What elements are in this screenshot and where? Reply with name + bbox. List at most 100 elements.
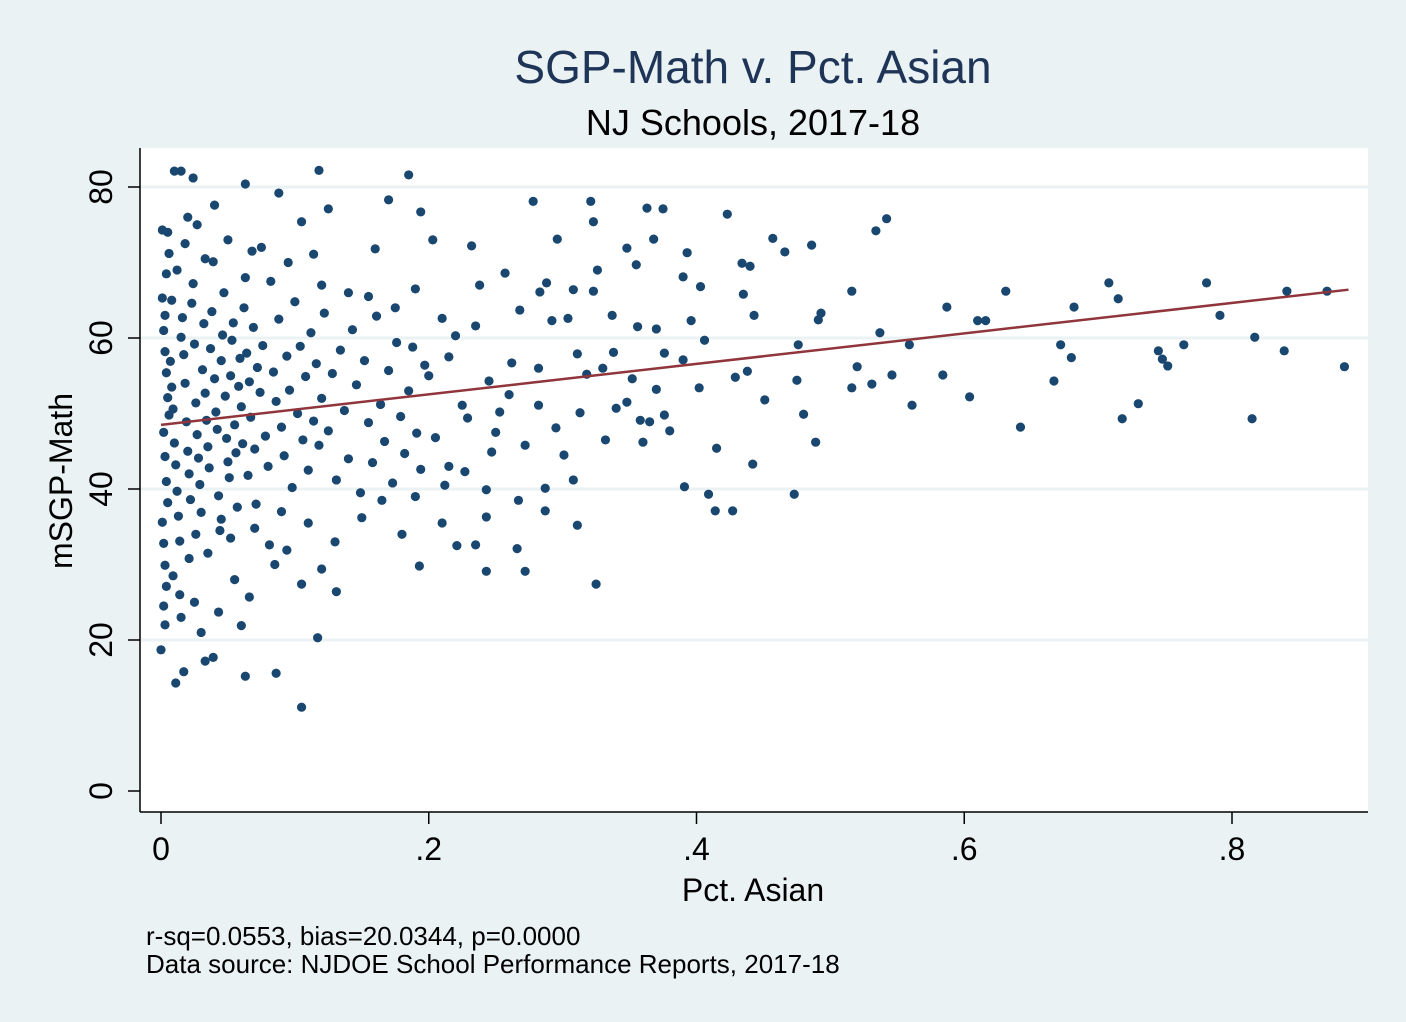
data-point (331, 587, 341, 597)
data-point (748, 459, 758, 469)
data-point (167, 295, 177, 305)
data-point (177, 313, 188, 323)
data-point (710, 506, 720, 516)
data-point (207, 306, 217, 317)
data-point (404, 386, 414, 396)
data-point (176, 166, 186, 176)
data-point (659, 410, 669, 420)
data-point (965, 392, 975, 402)
data-point (1282, 286, 1292, 296)
data-point (343, 454, 354, 464)
data-point (205, 343, 216, 354)
data-point (317, 280, 327, 290)
data-point (528, 196, 538, 206)
data-point (694, 383, 704, 393)
data-point (1069, 302, 1079, 312)
data-point (173, 511, 184, 521)
data-point (1117, 414, 1127, 424)
data-point (276, 507, 287, 517)
data-point (230, 575, 240, 585)
data-point (533, 400, 544, 410)
y-tick-label: 80 (83, 169, 119, 205)
data-point (211, 407, 221, 417)
data-point (314, 440, 324, 450)
data-point (452, 541, 462, 551)
data-point (276, 422, 287, 432)
data-point (347, 325, 358, 335)
data-point (303, 518, 313, 528)
data-point (317, 564, 327, 574)
data-point (238, 439, 248, 449)
data-point (314, 165, 324, 175)
data-point (239, 303, 249, 313)
y-tick-label: 60 (83, 320, 119, 356)
data-point (230, 420, 240, 430)
data-point (887, 370, 897, 380)
y-axis-label: mSGP-Math (43, 393, 79, 569)
data-point (487, 447, 497, 457)
data-point (335, 345, 345, 355)
data-point (250, 444, 260, 454)
data-point (172, 486, 182, 496)
data-point (437, 518, 447, 528)
y-tick-label: 0 (83, 782, 119, 800)
data-point (244, 377, 254, 387)
data-point (588, 217, 599, 227)
data-point (176, 332, 186, 342)
data-point (223, 235, 233, 245)
data-point (185, 494, 196, 505)
data-point (184, 553, 194, 564)
data-point (175, 590, 185, 600)
data-point (410, 491, 420, 502)
data-point (665, 426, 675, 436)
data-point (163, 497, 173, 508)
data-point (907, 400, 917, 410)
data-point (551, 423, 561, 433)
data-point (243, 470, 253, 481)
data-point (500, 268, 510, 278)
data-point (563, 313, 573, 323)
data-point (475, 280, 485, 290)
data-point (649, 234, 659, 244)
data-point (193, 453, 204, 463)
data-point (240, 179, 250, 189)
data-point (904, 340, 914, 350)
data-point (807, 240, 817, 250)
data-point (981, 316, 991, 326)
data-point (274, 188, 284, 198)
data-point (176, 612, 186, 622)
data-point (575, 408, 585, 418)
data-point (631, 260, 641, 270)
data-point (737, 258, 747, 268)
data-point (1215, 310, 1225, 320)
data-point (444, 461, 454, 471)
data-point (295, 341, 305, 351)
data-point (430, 433, 441, 443)
data-point (231, 448, 241, 458)
data-point (390, 303, 400, 313)
data-point (367, 457, 378, 468)
data-point (811, 437, 821, 447)
data-point (183, 212, 193, 222)
data-point (572, 520, 582, 530)
data-point (622, 397, 632, 407)
data-point (410, 284, 420, 294)
data-point (196, 627, 206, 638)
data-point (722, 209, 732, 219)
data-point (219, 288, 229, 298)
data-point (728, 506, 738, 516)
data-point (290, 297, 300, 307)
y-tick-label: 20 (83, 622, 119, 658)
data-point (240, 273, 250, 283)
data-point (642, 203, 652, 213)
data-point (1279, 346, 1289, 356)
x-tick-label: .2 (415, 831, 442, 867)
data-point (236, 621, 246, 631)
data-point (651, 324, 661, 334)
data-point (481, 566, 491, 576)
data-point (160, 451, 170, 462)
x-axis-label: Pct. Asian (682, 872, 824, 908)
data-point (388, 478, 398, 488)
data-point (396, 411, 406, 422)
data-point (274, 314, 284, 324)
